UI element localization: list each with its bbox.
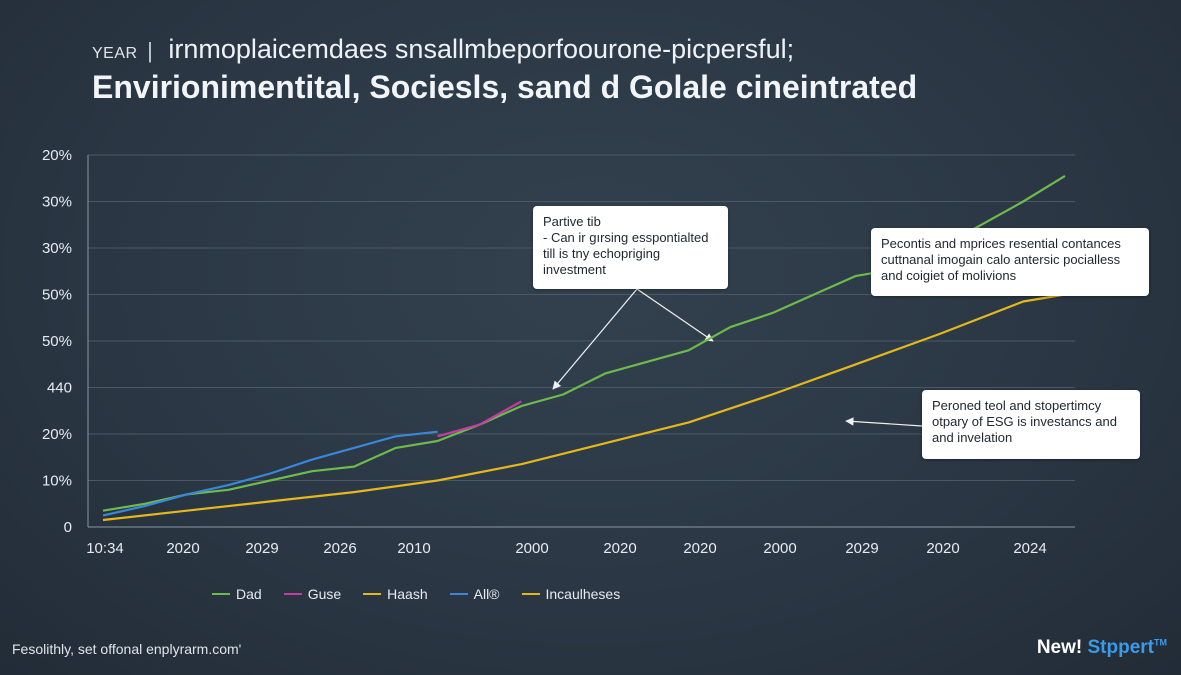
chart-header: YEAR | irnmoplaicemdaes snsallmbeporfoou… <box>92 34 917 106</box>
annotation-line: - Can ir gırsing esspontialted <box>543 230 709 245</box>
brand-accent: Stppert <box>1087 637 1155 658</box>
series-line-guse <box>437 400 522 438</box>
y-tick-label: 30% <box>42 240 72 257</box>
annotation-line: and invelation <box>932 430 1013 445</box>
x-tick-label: 2024 <box>1013 540 1046 557</box>
annotation-line: cuttnanal imogain calo antersic pocialle… <box>881 252 1121 267</box>
legend-swatch <box>449 593 468 595</box>
y-tick-label: 0 <box>64 519 72 536</box>
annotation-arrow <box>636 288 714 342</box>
legend-swatch <box>283 593 302 595</box>
y-tick-label: 50% <box>42 333 72 350</box>
brand-prefix: New! <box>1036 637 1088 658</box>
series-line-all- <box>102 430 438 517</box>
x-tick-label: 2020 <box>683 540 716 557</box>
chart-axes <box>87 155 1075 528</box>
annotation-arrow <box>845 417 923 427</box>
legend-label: Guse <box>307 586 342 602</box>
x-tick-label: 2029 <box>245 540 278 557</box>
legend-item: Incaulheses <box>521 586 621 602</box>
legend-item: Guse <box>283 586 342 602</box>
chart-legend: Dad Guse Haash All® Incaulheses <box>212 586 642 602</box>
legend-label: Haash <box>387 586 428 602</box>
legend-swatch <box>521 593 540 595</box>
y-tick-label: 20% <box>42 147 72 164</box>
annotation-box-3: Peroned teol and stopertimcy otpary of E… <box>922 390 1140 459</box>
y-tick-label: 30% <box>42 194 72 211</box>
annotation-box-2: Pecontis and mprices resential contances… <box>871 228 1149 296</box>
legend-label: Dad <box>236 586 262 602</box>
legend-swatch <box>363 593 382 595</box>
footer-text: Fesolithly, set offonal enplyrarm.com' <box>12 641 242 657</box>
legend-item: Haash <box>363 586 428 602</box>
legend-swatch <box>212 593 230 595</box>
annotation-line: investment <box>543 262 606 277</box>
x-tick-label: 2010 <box>397 540 430 557</box>
brand-logo: New! StppertTM <box>1037 637 1167 659</box>
annotation-line: Partive tib <box>543 214 601 229</box>
brand-mark: TM <box>1154 637 1167 648</box>
x-tick-label: 2020 <box>166 540 199 557</box>
legend-label: Incaulheses <box>545 586 621 602</box>
legend-item: Dad <box>212 586 262 602</box>
annotation-line: Pecontis and mprices resential contances <box>881 236 1121 251</box>
annotation-box-1: Partive tib - Can ir gırsing esspontialt… <box>533 206 728 289</box>
x-tick-label: 2026 <box>323 540 356 557</box>
y-tick-label: 10% <box>42 473 72 490</box>
annotation-line: and coigiet of molivions <box>881 268 1017 283</box>
series-line-haash <box>102 293 1066 522</box>
x-tick-label: 10:34 <box>86 540 124 557</box>
annotation-line: Peroned teol and stopertimcy <box>932 398 1102 413</box>
annotation-line: till is tny echopriging <box>543 246 661 261</box>
title-text: irnmoplaicemdaes snsallmbeporfoourone-pi… <box>168 34 795 64</box>
x-tick-label: 2000 <box>763 540 796 557</box>
year-label: YEAR <box>92 45 138 62</box>
x-tick-label: 2020 <box>926 540 959 557</box>
x-tick-label: 2020 <box>603 540 636 557</box>
chart-ticks: 0 10% 20% 440 50% 50% 30% 30% 20% 10:34 2020 2029 20… <box>42 147 1047 557</box>
annotation-connectors <box>552 288 923 427</box>
y-tick-label: 440 <box>47 380 72 397</box>
title-separator: | <box>147 38 153 63</box>
y-tick-label: 20% <box>42 426 72 443</box>
annotation-arrow <box>552 288 638 390</box>
y-tick-label: 50% <box>42 287 72 304</box>
chart-title-line1: YEAR | irnmoplaicemdaes snsallmbeporfoou… <box>92 34 917 65</box>
x-tick-label: 2029 <box>845 540 878 557</box>
chart-title-line2: Envirionimentital, Sociesls, sand d Gola… <box>92 69 918 105</box>
annotation-line: otpary of ESG is investancs and <box>932 414 1117 429</box>
legend-label: All® <box>473 586 500 602</box>
x-tick-label: 2000 <box>515 540 548 557</box>
legend-item: All® <box>449 586 500 602</box>
